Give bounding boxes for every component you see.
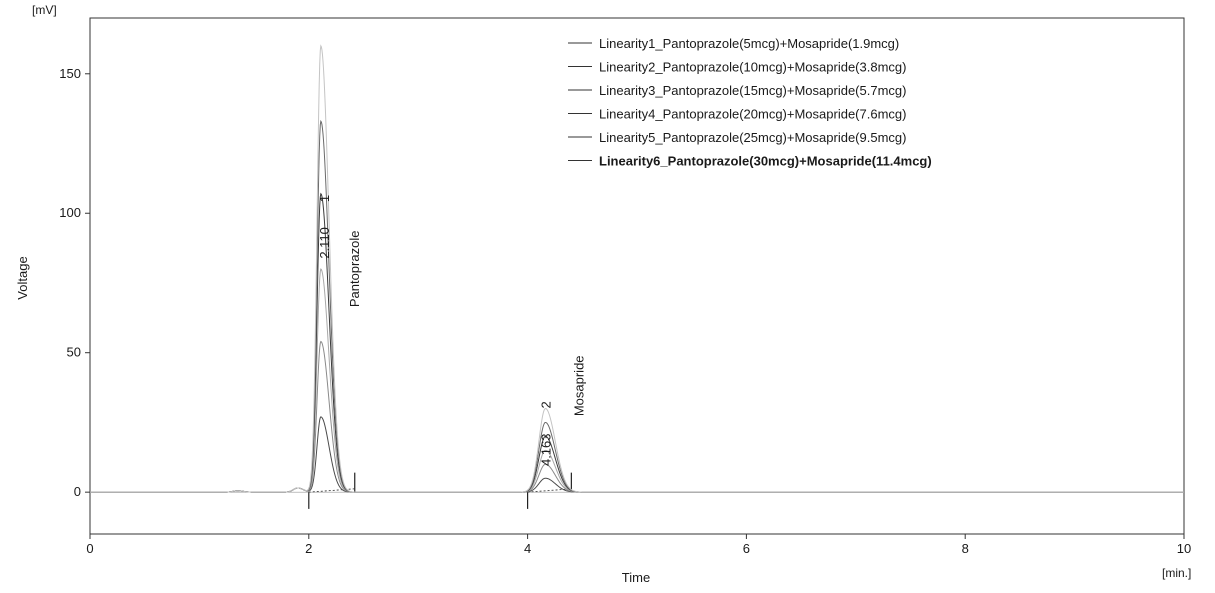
series-line-3 xyxy=(90,268,1184,493)
peak-retention-time-label: 2.110 xyxy=(317,227,332,259)
peak-number-label: 1 xyxy=(317,195,332,202)
x-tick-label: 6 xyxy=(743,541,750,556)
series-line-4 xyxy=(90,192,1184,493)
legend: Linearity1_Pantoprazole(5mcg)+Mosapride(… xyxy=(568,36,932,169)
y-tick-label: 100 xyxy=(59,205,81,220)
peak-labels: 1 2.110 Pantoprazole 2 4.163 Mosapride xyxy=(317,195,587,466)
legend-entry-4: Linearity4_Pantoprazole(20mcg)+Mosapride… xyxy=(599,107,906,122)
series-line-5 xyxy=(90,119,1184,493)
plot-frame xyxy=(89,17,1185,535)
x-axis-title: Time xyxy=(622,570,650,585)
peak-compound-label: Pantoprazole xyxy=(347,231,362,308)
series-line-2 xyxy=(90,340,1184,493)
x-tick-label: 0 xyxy=(86,541,93,556)
peak-compound-label: Mosapride xyxy=(571,355,586,416)
x-tick-label: 2 xyxy=(305,541,312,556)
x-unit-label: [min.] xyxy=(1162,566,1191,580)
x-tick-label: 4 xyxy=(524,541,531,556)
legend-entry-6: Linearity6_Pantoprazole(30mcg)+Mosapride… xyxy=(599,154,932,169)
peak-retention-time-label: 4.163 xyxy=(538,433,553,466)
legend-entry-1: Linearity1_Pantoprazole(5mcg)+Mosapride(… xyxy=(599,36,899,51)
legend-entry-2: Linearity2_Pantoprazole(10mcg)+Mosapride… xyxy=(599,60,906,75)
y-tick-label: 50 xyxy=(67,345,81,360)
legend-entry-3: Linearity3_Pantoprazole(15mcg)+Mosapride… xyxy=(599,83,906,98)
series-line-1 xyxy=(90,416,1184,493)
y-tick-label: 0 xyxy=(74,484,81,499)
peak-number-label: 2 xyxy=(538,401,553,408)
series-line-6 xyxy=(90,44,1184,493)
y-tick-label: 150 xyxy=(59,66,81,81)
x-tick-label: 8 xyxy=(962,541,969,556)
y-axis-title: Voltage xyxy=(15,256,30,299)
y-unit-label: [mV] xyxy=(32,3,57,17)
traces xyxy=(90,44,1184,493)
x-tick-label: 10 xyxy=(1177,541,1191,556)
legend-entry-5: Linearity5_Pantoprazole(25mcg)+Mosapride… xyxy=(599,130,906,145)
